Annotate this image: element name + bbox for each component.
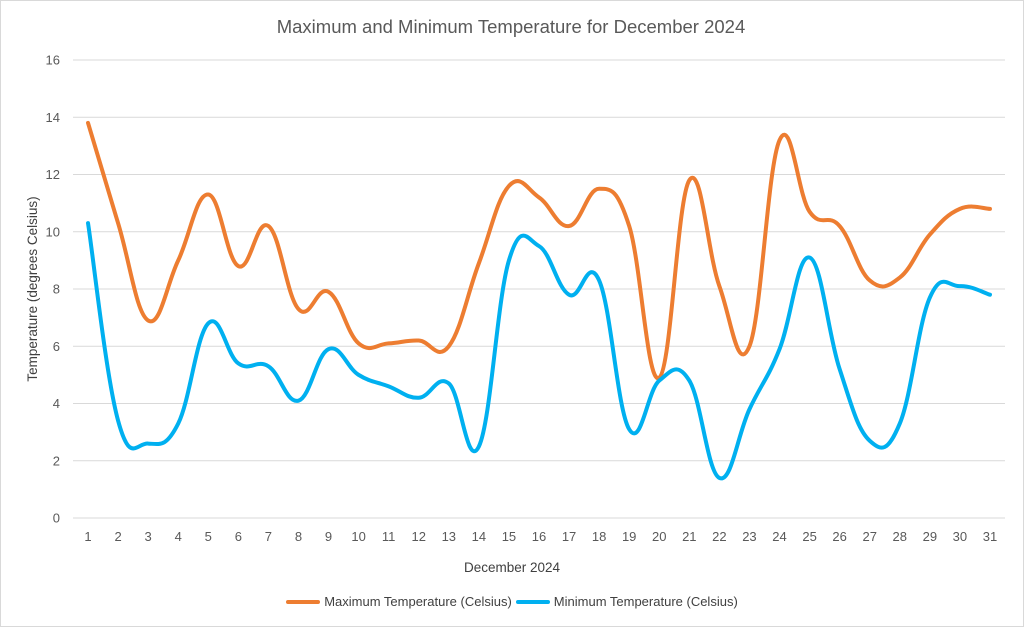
legend-label: Minimum Temperature (Celsius) (553, 594, 738, 609)
x-tick-label: 27 (862, 529, 876, 544)
x-tick-label: 4 (175, 529, 182, 544)
x-tick-label: 31 (983, 529, 997, 544)
legend-item: Minimum Temperature (Celsius) (515, 594, 738, 609)
x-tick-label: 2 (114, 529, 121, 544)
legend-item: Maximum Temperature (Celsius) (286, 594, 512, 609)
y-tick-label: 14 (46, 110, 60, 125)
y-tick-label: 2 (53, 453, 60, 468)
x-tick-label: 6 (235, 529, 242, 544)
series-line-maximum (86, 120, 992, 380)
x-tick-label: 10 (351, 529, 365, 544)
x-tick-label: 26 (832, 529, 846, 544)
legend-swatch (515, 599, 550, 604)
y-tick-label: 8 (53, 282, 60, 297)
y-tick-label: 10 (46, 224, 60, 239)
series-line-minimum (86, 221, 992, 481)
y-tick-label: 16 (46, 53, 60, 68)
x-tick-label: 15 (502, 529, 516, 544)
legend: Maximum Temperature (Celsius) Minimum Tem… (0, 594, 1024, 609)
legend-label: Maximum Temperature (Celsius) (324, 594, 512, 609)
x-tick-label: 16 (532, 529, 546, 544)
x-tick-label: 1 (84, 529, 91, 544)
x-tick-label: 12 (412, 529, 426, 544)
x-tick-label: 20 (652, 529, 666, 544)
x-tick-label: 30 (953, 529, 967, 544)
x-tick-label: 9 (325, 529, 332, 544)
x-tick-label: 29 (923, 529, 937, 544)
x-tick-label: 3 (145, 529, 152, 544)
x-tick-label: 5 (205, 529, 212, 544)
x-axis-label: December 2024 (464, 560, 561, 575)
x-tick-label: 19 (622, 529, 636, 544)
legend-swatch (286, 599, 321, 604)
y-tick-label: 4 (53, 396, 60, 411)
y-tick-labels: 0 2 4 6 8 10 12 14 16 (46, 53, 60, 526)
x-tick-label: 7 (265, 529, 272, 544)
y-tick-label: 0 (53, 511, 60, 526)
chart-title: Maximum and Minimum Temperature for Dece… (276, 16, 746, 37)
gridlines (73, 59, 1005, 519)
x-tick-label: 23 (742, 529, 756, 544)
x-tick-label: 28 (893, 529, 907, 544)
x-tick-label: 17 (562, 529, 576, 544)
x-tick-label: 24 (772, 529, 786, 544)
x-tick-label: 8 (295, 529, 302, 544)
y-axis-label: Temperature (degrees Celsius) (25, 196, 40, 381)
y-tick-label: 12 (46, 167, 60, 182)
x-tick-label: 18 (592, 529, 606, 544)
x-tick-labels: 1 2 3 4 5 6 7 8 9 10 11 12 13 14 15 16 17 18 19 20 21 22 23 24 2… (84, 529, 997, 544)
x-tick-label: 22 (712, 529, 726, 544)
x-tick-label: 13 (442, 529, 456, 544)
x-tick-label: 14 (472, 529, 486, 544)
y-tick-label: 6 (53, 339, 60, 354)
x-tick-label: 25 (802, 529, 816, 544)
x-tick-label: 21 (682, 529, 696, 544)
x-tick-label: 11 (382, 529, 396, 544)
series-lines (86, 120, 992, 481)
